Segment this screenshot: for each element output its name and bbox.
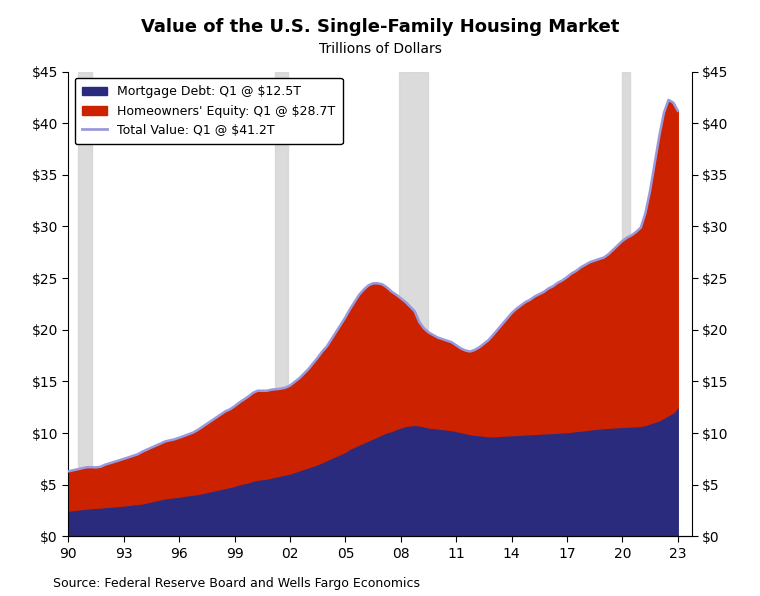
Bar <box>399 72 429 536</box>
Bar <box>622 72 630 536</box>
Text: Source: Federal Reserve Board and Wells Fargo Economics: Source: Federal Reserve Board and Wells … <box>53 577 420 590</box>
Bar <box>78 72 93 536</box>
Bar <box>275 72 288 536</box>
Text: Trillions of Dollars: Trillions of Dollars <box>318 42 442 55</box>
Text: Value of the U.S. Single-Family Housing Market: Value of the U.S. Single-Family Housing … <box>141 18 619 36</box>
Legend: Mortgage Debt: Q1 @ $12.5T, Homeowners' Equity: Q1 @ $28.7T, Total Value: Q1 @ $: Mortgage Debt: Q1 @ $12.5T, Homeowners' … <box>74 77 343 144</box>
